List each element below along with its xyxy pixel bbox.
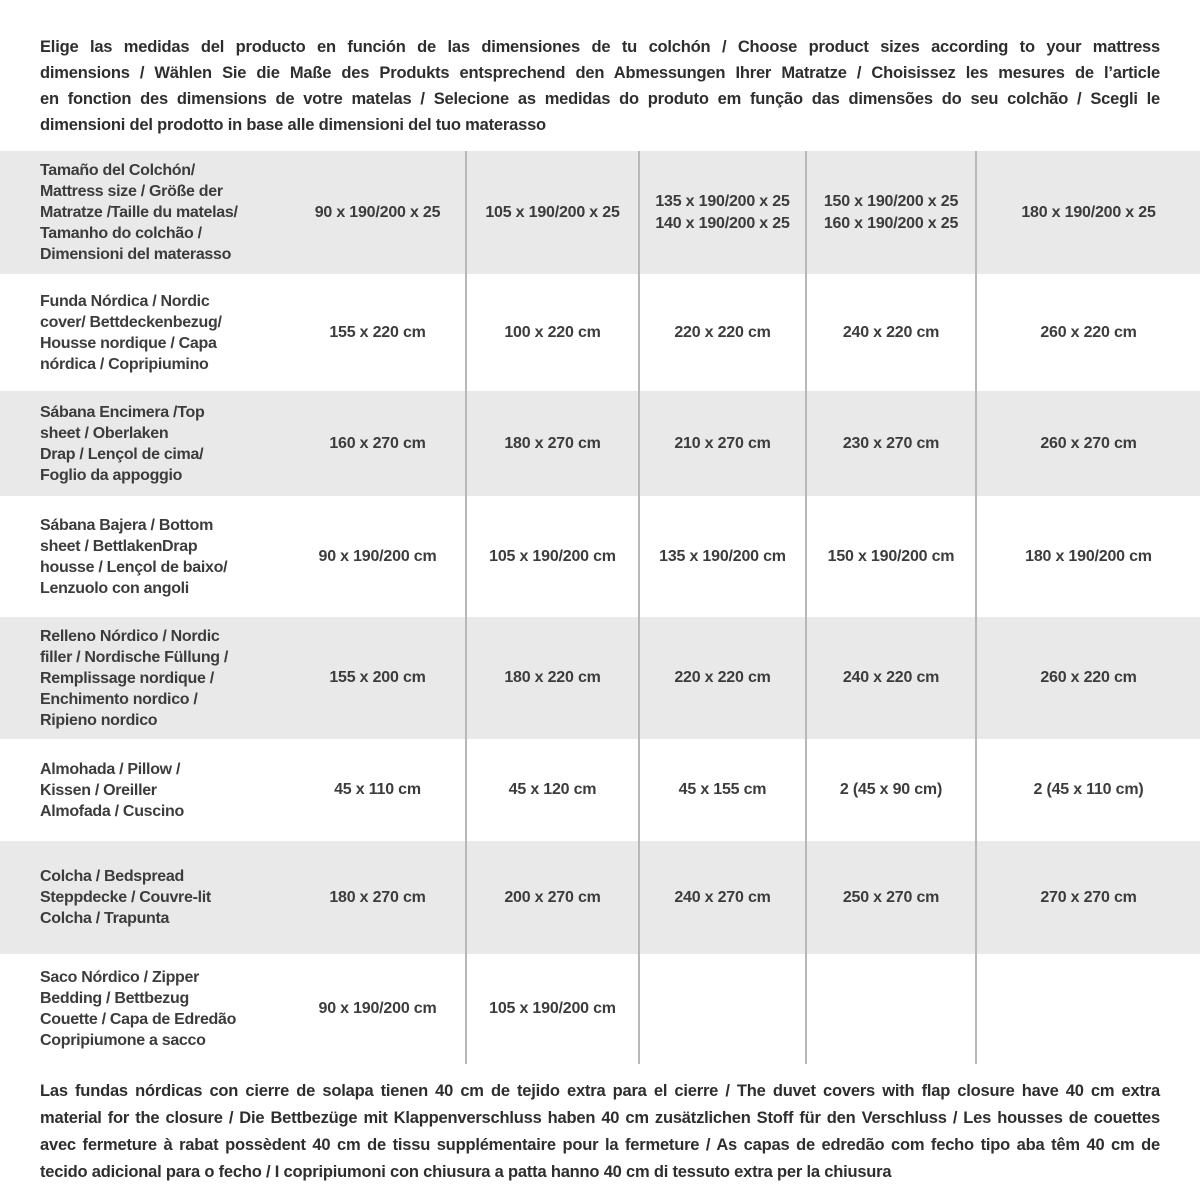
- size-cell: 260 x 270 cm: [975, 391, 1200, 496]
- row-label: Almohada / Pillow / Kissen / Oreiller Al…: [40, 760, 184, 820]
- table-header-row: Tamaño del Colchón/ Mattress size / Größ…: [0, 151, 1200, 274]
- size-cell: 220 x 220 cm: [638, 617, 805, 739]
- size-cell: 135 x 190/200 x 25 140 x 190/200 x 25: [638, 151, 805, 274]
- size-cell: 160 x 270 cm: [329, 434, 426, 452]
- size-cell: [805, 954, 975, 1064]
- size-cell: 260 x 220 cm: [975, 617, 1200, 739]
- intro-paragraph: Elige las medidas del producto en funció…: [40, 0, 1160, 138]
- footer-line: tecido adicional para o fecho / I coprip…: [40, 1163, 892, 1181]
- size-cell: 90 x 190/200 x 25: [314, 203, 441, 221]
- size-cell: 90 x 190/200 cm: [318, 1000, 437, 1017]
- table-row: Colcha / Bedspread Steppdecke / Couvre-l…: [0, 841, 1200, 954]
- size-cell: 270 x 270 cm: [975, 841, 1200, 954]
- size-cell: 250 x 270 cm: [805, 841, 975, 954]
- size-cell: 45 x 155 cm: [638, 739, 805, 841]
- size-cell: 180 x 190/200 cm: [975, 496, 1200, 617]
- intro-line: Elige las medidas del producto en funció…: [40, 38, 1160, 56]
- size-cell: 155 x 200 cm: [329, 669, 426, 686]
- size-cell: [975, 954, 1200, 1064]
- table-row: Almohada / Pillow / Kissen / Oreiller Al…: [0, 739, 1200, 841]
- size-table: Tamaño del Colchón/ Mattress size / Größ…: [0, 151, 1200, 1064]
- table-row: Funda Nórdica / Nordic cover/ Bettdecken…: [0, 274, 1200, 391]
- size-cell: 135 x 190/200 cm: [638, 496, 805, 617]
- row-label: Colcha / Bedspread Steppdecke / Couvre-l…: [40, 868, 211, 927]
- table-row: Relleno Nórdico / Nordic filler / Nordis…: [0, 617, 1200, 739]
- size-cell: 155 x 220 cm: [329, 323, 426, 341]
- row-label: Funda Nórdica / Nordic cover/ Bettdecken…: [40, 292, 222, 373]
- intro-line: dimensioni del prodotto in base alle dim…: [40, 116, 546, 134]
- row-label: Relleno Nórdico / Nordic filler / Nordis…: [40, 627, 229, 729]
- table-row: Sábana Encimera /Top sheet / Oberlaken D…: [0, 391, 1200, 496]
- size-cell: 180 x 270 cm: [329, 888, 426, 906]
- size-cell: 100 x 220 cm: [465, 274, 638, 391]
- size-cell: 105 x 190/200 cm: [465, 954, 638, 1064]
- intro-line: en fonction des dimensions de votre mate…: [40, 90, 1160, 108]
- size-cell: 220 x 220 cm: [638, 274, 805, 391]
- size-cell: 180 x 270 cm: [465, 391, 638, 496]
- size-cell: 240 x 220 cm: [805, 617, 975, 739]
- size-cell: 105 x 190/200 x 25: [465, 151, 638, 274]
- size-cell: 150 x 190/200 cm: [805, 496, 975, 617]
- size-cell: 240 x 220 cm: [805, 274, 975, 391]
- size-cell: 230 x 270 cm: [805, 391, 975, 496]
- size-cell: 150 x 190/200 x 25 160 x 190/200 x 25: [805, 151, 975, 274]
- size-cell: 180 x 190/200 x 25: [975, 151, 1200, 274]
- footer-line: Las fundas nórdicas con cierre de solapa…: [40, 1082, 1160, 1100]
- header-label: Tamaño del Colchón/ Mattress size / Größ…: [40, 162, 238, 263]
- footer-note: Las fundas nórdicas con cierre de solapa…: [40, 1064, 1160, 1186]
- size-cell: 45 x 120 cm: [465, 739, 638, 841]
- table-row: Sábana Bajera / Bottom sheet / Bettlaken…: [0, 496, 1200, 617]
- footer-line: material for the closure / Die Bettbezüg…: [40, 1109, 1160, 1127]
- size-cell: 2 (45 x 110 cm): [975, 739, 1200, 841]
- row-label: Sábana Encimera /Top sheet / Oberlaken D…: [40, 403, 205, 484]
- size-cell: 260 x 220 cm: [975, 274, 1200, 391]
- table-row: Saco Nórdico / Zipper Bedding / Bettbezu…: [0, 954, 1200, 1064]
- size-cell: 210 x 270 cm: [638, 391, 805, 496]
- size-cell: [638, 954, 805, 1064]
- footer-line: avec fermeture à rabat possèdent 40 cm d…: [40, 1136, 1160, 1154]
- size-cell: 45 x 110 cm: [334, 781, 421, 798]
- size-cell: 240 x 270 cm: [638, 841, 805, 954]
- size-cell: 105 x 190/200 cm: [465, 496, 638, 617]
- size-cell: 180 x 220 cm: [465, 617, 638, 739]
- intro-line: dimensions / Wählen Sie die Maße des Pro…: [40, 64, 1160, 82]
- size-cell: 2 (45 x 90 cm): [805, 739, 975, 841]
- row-label: Saco Nórdico / Zipper Bedding / Bettbezu…: [40, 969, 237, 1049]
- row-label: Sábana Bajera / Bottom sheet / Bettlaken…: [40, 516, 228, 597]
- size-cell: 200 x 270 cm: [465, 841, 638, 954]
- size-cell: 90 x 190/200 cm: [318, 547, 437, 565]
